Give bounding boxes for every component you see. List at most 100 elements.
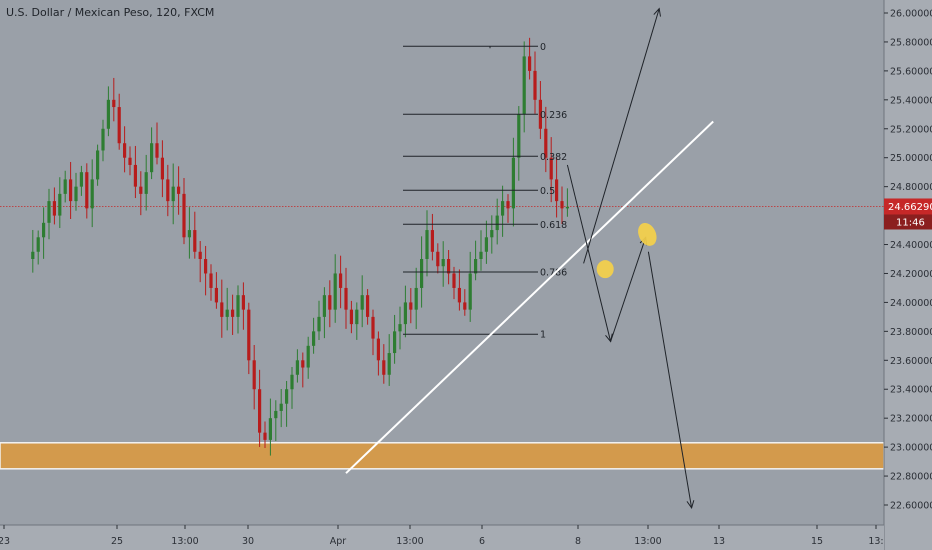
candle-body [236,295,240,317]
candle-body [252,360,256,390]
candle-body [90,179,94,209]
candle-body [79,172,83,187]
candle-body [258,389,262,433]
candle-body [247,309,251,361]
candle-body [58,193,62,216]
candle-body [479,251,483,259]
candle-body [387,353,391,375]
candle-body [150,143,154,173]
candle-body [414,287,418,310]
candle-body [63,179,67,194]
candle-body [279,403,283,411]
candle-body [382,360,386,375]
fib-level-label: 0.236 [540,110,567,121]
candle-body [182,193,186,238]
candle-body [204,259,208,274]
candle-body [322,295,326,317]
x-tick-label: 15 [811,536,823,547]
candle-body [225,309,229,317]
candle-body [69,179,73,202]
candle-body [155,143,159,158]
candle-body [31,251,35,259]
x-tick-label: 13:00 [634,536,661,547]
candle-body [468,273,472,310]
candle-body [123,143,127,158]
candle-body [106,99,110,129]
candle-body [36,237,40,252]
candle-body [144,172,148,194]
candle-body [263,432,267,440]
y-tick-label: 24.00000 [890,298,932,309]
y-tick-label: 25.20000 [890,124,932,135]
x-tick-label: 13:00 [171,536,198,547]
candle-body [42,222,46,238]
x-tick-label: 23 [0,536,10,547]
fib-level-label: 0 [540,42,546,53]
candle-body [555,179,559,202]
candle-body [398,324,402,332]
projection-arrows [566,7,695,510]
candle-body [112,99,116,108]
candle-body [436,251,440,267]
price-axis-panel [884,0,932,550]
breakout-up-arrow [583,8,660,264]
candle-body [117,107,121,144]
candle-body [349,309,353,325]
candle-body [425,230,429,259]
drop-down-arrow-head [686,500,695,510]
candle-body [166,179,170,202]
candle-body [285,389,289,404]
candle-body [360,295,364,310]
countdown-label: 11:46 [896,217,925,228]
candle-body [474,259,478,274]
y-tick-label: 23.40000 [890,385,932,396]
candle-body [457,287,461,303]
candle-body [376,338,380,361]
primary-down-arrow [566,164,612,342]
candle-body [366,295,370,317]
time-axis-panel [0,525,884,550]
candle-body [317,316,321,332]
retest-markers [596,222,657,279]
y-tick-label: 24.20000 [890,269,932,280]
candle-body [339,273,343,288]
y-tick-label: 23.60000 [890,356,932,367]
candle-body [371,316,375,339]
candle-body [220,302,224,317]
fib-level-label: 0.382 [540,152,567,163]
candle-body [333,273,337,310]
breakout-up-arrow-head [653,7,661,17]
candle-body [549,157,553,180]
candle-body [47,201,51,223]
candle-body [393,331,397,354]
candle-body [290,374,294,390]
candle-body [522,56,526,115]
y-tick-label: 25.80000 [890,37,932,48]
y-tick-label: 23.00000 [890,443,932,454]
candle-body [409,302,413,310]
candle-body [533,70,537,100]
last-price-label: 24.66290 [888,202,932,213]
fib-level-label: 0.618 [540,220,567,231]
candle-body [403,302,407,325]
fib-level-label: 0.5 [540,186,555,197]
candle-body [447,259,451,274]
y-tick-label: 25.60000 [890,66,932,77]
candle-body [517,114,521,158]
candle-body [193,230,197,252]
y-tick-label: 24.40000 [890,240,932,251]
candle-body [85,172,89,209]
x-tick-label: 6 [479,536,485,547]
x-tick-label: Apr [330,536,347,547]
candlestick-series [31,37,569,456]
candle-body [560,201,564,209]
y-tick-label: 23.80000 [890,327,932,338]
candle-body [187,230,191,238]
candle-body [214,287,218,303]
candle-body [160,157,164,180]
y-tick-label: 24.80000 [890,182,932,193]
candle-body [198,251,202,259]
price-axis: 26.00000 25.80000 25.60000 25.40000 25.20000… [883,0,932,550]
